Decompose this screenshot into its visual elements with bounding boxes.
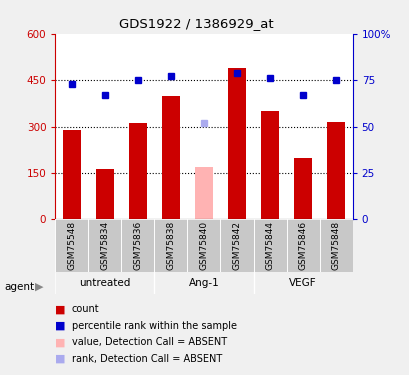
- Text: GSM75840: GSM75840: [199, 221, 208, 270]
- Text: ■: ■: [55, 354, 66, 364]
- Bar: [154, 219, 187, 272]
- Bar: [220, 219, 253, 272]
- Text: GSM75548: GSM75548: [67, 221, 76, 270]
- Bar: [293, 158, 311, 219]
- Text: ■: ■: [55, 304, 66, 314]
- Text: VEGF: VEGF: [288, 278, 316, 288]
- Bar: [187, 219, 220, 272]
- Bar: [162, 96, 180, 219]
- Text: GSM75846: GSM75846: [298, 221, 307, 270]
- Bar: [253, 219, 286, 272]
- Text: ■: ■: [55, 321, 66, 331]
- Bar: [96, 169, 114, 219]
- Text: GSM75842: GSM75842: [232, 221, 241, 270]
- Text: untreated: untreated: [79, 278, 130, 288]
- Text: GSM75848: GSM75848: [331, 221, 340, 270]
- Text: ▶: ▶: [35, 282, 43, 292]
- Text: GSM75838: GSM75838: [166, 221, 175, 270]
- Text: GDS1922 / 1386929_at: GDS1922 / 1386929_at: [119, 17, 274, 30]
- Text: GSM75836: GSM75836: [133, 221, 142, 270]
- Bar: [128, 123, 147, 219]
- Text: count: count: [72, 304, 99, 314]
- Bar: [286, 219, 319, 272]
- Text: Ang-1: Ang-1: [188, 278, 219, 288]
- Text: agent: agent: [4, 282, 34, 292]
- Text: ■: ■: [55, 338, 66, 347]
- Bar: [55, 219, 88, 272]
- Bar: [88, 219, 121, 272]
- Text: GSM75844: GSM75844: [265, 221, 274, 270]
- Bar: [63, 130, 81, 219]
- Bar: [326, 122, 344, 219]
- Text: rank, Detection Call = ABSENT: rank, Detection Call = ABSENT: [72, 354, 221, 364]
- Bar: [319, 219, 352, 272]
- Bar: [121, 219, 154, 272]
- Text: percentile rank within the sample: percentile rank within the sample: [72, 321, 236, 331]
- Text: GSM75834: GSM75834: [100, 221, 109, 270]
- Bar: [260, 111, 279, 219]
- Bar: [227, 68, 245, 219]
- Text: value, Detection Call = ABSENT: value, Detection Call = ABSENT: [72, 338, 226, 347]
- Bar: [194, 167, 213, 219]
